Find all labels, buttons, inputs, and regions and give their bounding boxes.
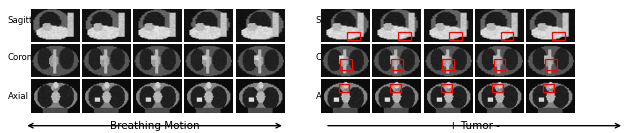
Text: Breathing Motion: Breathing Motion — [110, 121, 200, 131]
Text: Coronal: Coronal — [316, 53, 348, 62]
Text: Axial: Axial — [8, 92, 29, 101]
Text: Coronal: Coronal — [8, 53, 40, 62]
Text: Axial: Axial — [316, 92, 337, 101]
Text: Sagittal: Sagittal — [8, 16, 41, 25]
Text: Sagittal: Sagittal — [316, 16, 349, 25]
Text: + Tumor -: + Tumor - — [449, 121, 500, 131]
